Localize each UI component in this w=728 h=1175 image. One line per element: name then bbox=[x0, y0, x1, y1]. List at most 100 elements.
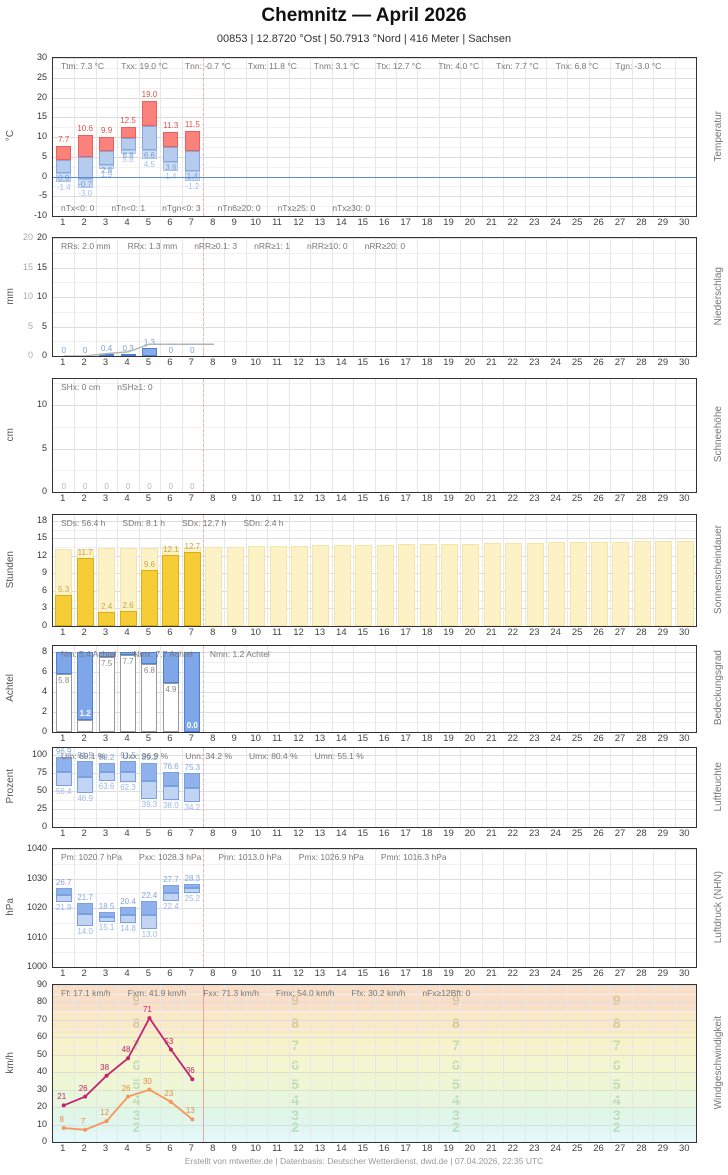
x-day-label: 12 bbox=[293, 968, 304, 979]
stat-item: nTn<0: 1 bbox=[111, 203, 146, 213]
x-day-label: 15 bbox=[357, 828, 369, 839]
beaufort-band-label: 3 bbox=[291, 1106, 300, 1123]
temp-bar-ground-day-4 bbox=[120, 149, 136, 154]
y-tick-label: 20 bbox=[36, 91, 47, 102]
value-label: 9.6 bbox=[143, 559, 155, 569]
grid-line-day bbox=[653, 646, 655, 732]
x-day-label: 19 bbox=[443, 968, 454, 979]
x-day-label: 28 bbox=[636, 627, 647, 638]
cloud-clear-bar-day-4 bbox=[120, 652, 137, 655]
y-tick-label: 0 bbox=[41, 486, 47, 496]
value-label: 27.7 bbox=[163, 875, 179, 885]
x-day-label: 14 bbox=[336, 828, 347, 839]
grid-line-day bbox=[224, 646, 226, 732]
daylight-bar-day-13 bbox=[312, 545, 330, 626]
x-day-label: 30 bbox=[678, 217, 690, 228]
grid-line-day bbox=[288, 985, 290, 1142]
y-tick-label-secondary: 10 bbox=[22, 291, 33, 301]
pressure-bar-low-day-1 bbox=[55, 895, 72, 903]
value-label: -1.4 bbox=[56, 183, 71, 193]
sunshine-plot: 5.3 11.7 2.4 2.6 9.6 12.1 12.7 SDs: 56.4 h SDm: … bbox=[52, 514, 697, 627]
x-day-label: 12 bbox=[293, 493, 304, 504]
stat-item: nRR≥20: 0 bbox=[364, 241, 406, 251]
x-day-label: 17 bbox=[400, 968, 411, 979]
x-day-label: 9 bbox=[231, 1143, 237, 1154]
grid-line-day bbox=[353, 646, 355, 732]
grid-line-day bbox=[267, 379, 269, 492]
chart-wind: km/h 2 3 4 5 6 7 8 9 2 3 4 5 6 7 8 9 2 3 4 5 6 7 8 9 2 3 4 5 6 7 8 9 21 8… bbox=[0, 979, 728, 1154]
x-day-label: 14 bbox=[336, 1143, 347, 1154]
grid-line-day bbox=[524, 238, 526, 356]
stat-item: Txn: 7.7 °C bbox=[496, 61, 539, 71]
pressure-bar-high-day-7 bbox=[184, 883, 201, 889]
beaufort-band-label: 2 bbox=[612, 1119, 621, 1136]
grid-line-day bbox=[588, 849, 590, 967]
grid-line-day bbox=[288, 646, 290, 732]
x-day-label: 5 bbox=[145, 1143, 152, 1154]
grid-line-day bbox=[95, 238, 97, 356]
value-label: 96.9 bbox=[55, 747, 72, 757]
x-day-label: 27 bbox=[614, 733, 626, 744]
daylight-bar-day-23 bbox=[526, 542, 544, 626]
grid-line-day bbox=[610, 515, 612, 626]
grid-line-day bbox=[267, 238, 269, 356]
grid-line-day bbox=[160, 238, 162, 356]
x-day-label: 20 bbox=[464, 217, 476, 228]
grid-line-day bbox=[417, 985, 419, 1142]
grid-line-day bbox=[567, 238, 569, 356]
y-tick-label: 20 bbox=[36, 1101, 47, 1112]
grid-line-day bbox=[288, 238, 290, 356]
stat-item: Fmx: 54.0 km/h bbox=[275, 988, 335, 998]
grid-line-day bbox=[503, 515, 505, 626]
x-day-label: 14 bbox=[336, 733, 347, 744]
stat-item: Ffx: 30.2 km/h bbox=[351, 988, 406, 998]
x-day-label: 13 bbox=[314, 217, 326, 228]
value-label: 7.5 bbox=[101, 659, 113, 668]
grid-line-day bbox=[138, 748, 140, 827]
value-label: 19.0 bbox=[141, 90, 158, 100]
pressure-bar-low-day-6 bbox=[162, 893, 179, 901]
cloud-bar-day-2 bbox=[77, 720, 94, 732]
grid-line-day bbox=[653, 379, 655, 492]
x-day-label: 10 bbox=[250, 733, 261, 744]
pressure-bar-high-day-5 bbox=[141, 900, 158, 915]
grid-line-day bbox=[331, 646, 333, 732]
x-day-label: 17 bbox=[400, 733, 411, 744]
grid-line-day bbox=[674, 985, 676, 1142]
y-tick-label: -5 bbox=[38, 190, 47, 201]
x-day-label: 23 bbox=[528, 733, 540, 744]
x-day-label: 17 bbox=[400, 828, 411, 839]
grid-line-day bbox=[224, 515, 226, 626]
chart-temperature: °C 7.7 0.9 -1.4 10.6 -0.7 -3.0 9.9 2.8 1.9 12.5 6.… bbox=[0, 52, 728, 228]
grid-line-day bbox=[331, 58, 333, 216]
grid-line-day bbox=[481, 646, 483, 732]
value-label: 91.5 bbox=[120, 751, 136, 761]
x-day-label: 22 bbox=[507, 357, 519, 368]
stat-item: Ttn: 4.0 °C bbox=[438, 61, 480, 71]
x-day-label: 16 bbox=[378, 357, 390, 368]
value-label: 0 bbox=[61, 346, 66, 355]
x-day-label: 16 bbox=[378, 1143, 390, 1154]
grid-line-day bbox=[310, 985, 312, 1142]
grid-line-day bbox=[460, 646, 462, 732]
grid-line-day bbox=[267, 985, 269, 1142]
grid-line-day bbox=[288, 58, 290, 216]
value-label: 8 bbox=[59, 1115, 64, 1125]
stat-item: Fxx: 71.3 km/h bbox=[203, 988, 259, 998]
value-label: 62.3 bbox=[120, 783, 136, 793]
grid-line-day bbox=[438, 849, 440, 967]
grid-line-day bbox=[74, 515, 76, 626]
grid-line-day bbox=[181, 748, 183, 827]
grid-line-day bbox=[160, 379, 162, 492]
x-day-label: 26 bbox=[593, 968, 604, 979]
y-tick-label: 8 bbox=[41, 646, 47, 656]
beaufort-band-label: 4 bbox=[132, 1092, 141, 1109]
x-day-label: 21 bbox=[486, 968, 497, 979]
beaufort-band-label: 8 bbox=[612, 1015, 621, 1032]
daylight-bar-day-15 bbox=[355, 544, 373, 626]
x-day-label: 14 bbox=[336, 627, 347, 638]
cloud-clear-bar-day-6 bbox=[162, 652, 179, 683]
stat-item: Pm: 1020.7 hPa bbox=[61, 852, 122, 862]
sunshine-bar-day-5 bbox=[140, 569, 158, 626]
x-day-label: 8 bbox=[210, 217, 216, 228]
